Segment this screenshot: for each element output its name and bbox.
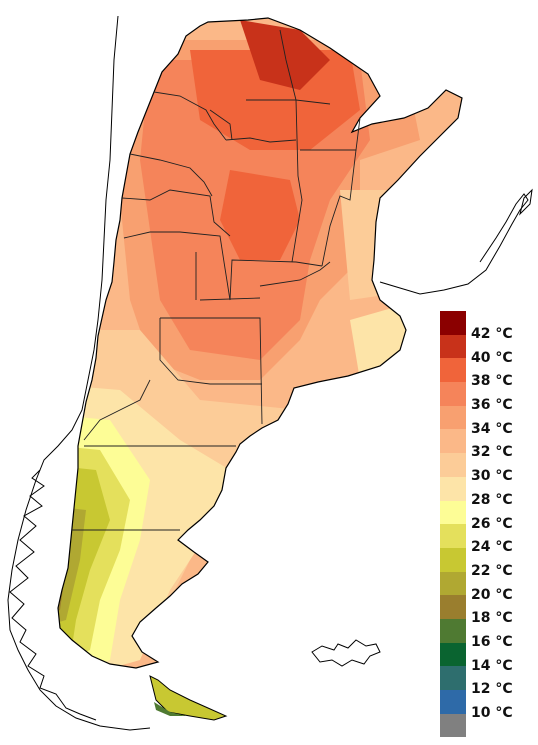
legend-swatch [440,382,466,406]
legend-label: 40 °C [471,349,513,366]
legend-swatch [440,690,466,714]
legend-item: 20 °C [440,571,538,602]
legend-item: 34 °C [440,405,538,436]
legend-label: 38 °C [471,373,513,390]
legend-label: 34 °C [471,420,513,437]
legend-item: 38 °C [440,358,538,388]
legend-label: 36 °C [471,397,513,414]
province-borders [72,29,361,531]
legend-swatch [440,453,466,477]
legend-swatch [440,642,466,667]
legend-swatch [440,405,466,430]
legend-swatch [440,476,466,501]
legend-item: 36 °C [440,382,538,412]
legend-item: 26 °C [440,500,538,531]
legend-label: 20 °C [471,586,513,603]
legend-label: 22 °C [471,562,513,579]
legend-swatch [440,618,466,643]
legend-label: 32 °C [471,444,513,461]
legend-swatch [440,524,466,548]
legend-item: 40 °C [440,334,538,365]
legend-item: 42 °C [440,311,538,341]
tierra-del-fuego [149,675,228,721]
legend-label: 42 °C [471,326,513,342]
malvinas-islands [311,639,381,667]
legend-item: 12 °C [440,666,538,696]
legend-swatch [440,595,466,619]
legend-label: 14 °C [471,657,513,674]
legend-item: 32 °C [440,429,538,459]
legend-swatch [440,500,466,525]
temperature-legend: 42 °C 40 °C 38 °C 36 °C 34 °C 32 °C 30 °C 28 °C… [440,311,538,738]
legend-item [440,713,538,738]
uruguay-coastline [379,193,529,295]
legend-swatch [440,571,466,596]
legend-item: 28 °C [440,476,538,507]
legend-swatch [440,429,466,454]
legend-swatch [440,311,466,335]
legend-item: 18 °C [440,595,538,625]
legend-swatch [440,334,466,359]
legend-swatch [440,358,466,383]
legend-label: 12 °C [471,681,513,698]
argentina-outline [57,17,463,669]
legend-label: 28 °C [471,491,513,508]
legend-label: 30 °C [471,468,513,485]
legend-swatch [440,547,466,572]
legend-item: 22 °C [440,547,538,578]
legend-swatch [440,666,466,690]
legend-label: 18 °C [471,610,513,627]
legend-item: 16 °C [440,618,538,649]
legend-item: 14 °C [440,642,538,673]
legend-label: 26 °C [471,515,513,532]
legend-item: 10 °C [440,690,538,720]
legend-item: 30 °C [440,453,538,483]
legend-item: 24 °C [440,524,538,554]
legend-label: 24 °C [471,539,513,556]
legend-label: 10 °C [471,705,513,721]
legend-swatch [440,713,466,738]
legend-label: 16 °C [471,633,513,650]
